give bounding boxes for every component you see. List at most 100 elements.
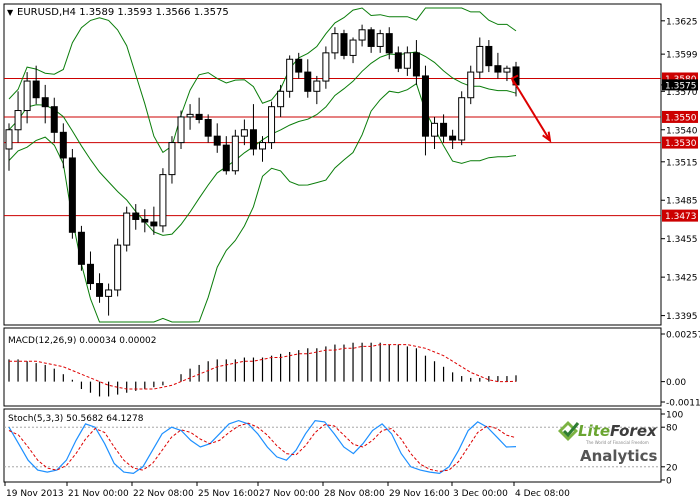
time-tick-label: 28 Nov 08:00 <box>324 489 385 499</box>
level-price-tag-label: 1.3473 <box>665 212 697 222</box>
candle-bear <box>77 231 85 265</box>
forecast-arrow <box>510 74 552 143</box>
candle-bull <box>358 29 366 41</box>
time-tick-label: 27 Nov 00:00 <box>259 489 320 499</box>
candle-bull <box>123 212 131 246</box>
candle-bear <box>295 58 303 73</box>
forecast-arrow-head <box>542 131 552 143</box>
candle-bull <box>159 174 167 227</box>
candle-bull <box>286 58 294 92</box>
price-tick-label: 1.3599 <box>666 51 698 61</box>
price-tick-label: 1.3425 <box>666 274 698 284</box>
candle-bear <box>32 80 40 99</box>
axis-layer: 1.3625 1.3599 1.35751.3570 1.3540 1.3515 1.34… <box>4 17 700 499</box>
candle-bear <box>213 135 221 146</box>
price-tick-label: 1.3395 <box>666 312 698 322</box>
candle-bull <box>376 33 384 47</box>
stoch-tick-label: 80 <box>666 424 678 434</box>
candle-bear <box>204 119 212 137</box>
time-tick-label: 3 Dec 00:00 <box>453 489 508 499</box>
candles-layer <box>5 24 520 316</box>
time-tick-label: 25 Nov 16:00 <box>198 489 259 499</box>
candle-bull <box>105 289 113 297</box>
candle-bear <box>412 52 420 77</box>
candle-bull <box>476 45 484 73</box>
stoch-tick-label: 0 <box>666 477 672 487</box>
symbol-header: EURUSD,H4 1.3589 1.3593 1.3566 1.3575 <box>17 7 229 18</box>
candle-bear <box>440 122 448 137</box>
candle-bear <box>222 144 230 172</box>
candle-bear <box>132 212 140 220</box>
candle-bear <box>150 221 158 227</box>
price-tick-label: 1.3570 <box>666 88 698 98</box>
bollinger-upper <box>8 7 517 154</box>
time-tick-label: 19 Nov 2013 <box>6 489 64 499</box>
brand-tagline: The World of Financial Freedom <box>586 440 649 445</box>
brand-name-lite: Lite <box>578 422 611 440</box>
candle-bear <box>86 263 94 285</box>
stoch-tick-label: 20 <box>666 463 678 473</box>
candle-bull <box>177 116 185 144</box>
header-marker[interactable]: ▼ <box>7 8 14 17</box>
time-tick-label: 29 Nov 16:00 <box>389 489 450 499</box>
macd-label: MACD(12,26,9) 0.00034 0.00002 <box>8 336 157 346</box>
candle-bear <box>249 129 257 150</box>
candle-bull <box>349 39 357 56</box>
candle-bear <box>367 29 375 47</box>
candle-bear <box>485 45 493 67</box>
level-price-tag <box>662 110 698 123</box>
candle-bull <box>231 135 239 172</box>
candle-bull <box>268 106 276 144</box>
candle-bull <box>503 67 511 73</box>
price-tick-label: 1.3540 <box>666 126 698 136</box>
candle-bull <box>431 122 439 137</box>
candle-bull <box>467 71 475 99</box>
candle-bull <box>458 97 466 141</box>
price-tick-label: 1.3625 <box>666 17 698 27</box>
candle-bear <box>421 75 429 137</box>
brand-analytics: Analytics <box>580 447 658 465</box>
brand-name: LiteForex <box>578 422 657 440</box>
time-tick-label: 4 Dec 08:00 <box>515 489 570 499</box>
candle-bull <box>403 52 411 69</box>
candle-bear <box>59 131 67 159</box>
candle-bull <box>240 129 248 137</box>
current-price-tag <box>662 79 698 91</box>
level-price-tag-label: 1.3530 <box>665 139 697 149</box>
candle-bear <box>96 283 104 297</box>
candle-bull <box>322 52 330 82</box>
brand-diamond-icon <box>558 421 580 441</box>
price-tick-label: 1.3515 <box>666 158 698 168</box>
level-price-tag-label: 1.3550 <box>665 113 697 123</box>
macd-layer <box>8 342 517 397</box>
macd-tick-label: 0.00 <box>666 378 686 388</box>
stoch-pane-frame <box>3 408 662 483</box>
candle-bull <box>23 80 31 112</box>
candle-bear <box>41 97 49 108</box>
brand-name-forex: Forex <box>610 422 657 440</box>
candle-bear <box>449 135 457 141</box>
stoch-tick-label: 100 <box>666 411 683 421</box>
macd-tick-label: 0.00257 <box>666 331 700 341</box>
candle-bear <box>50 106 58 133</box>
forecast-arrow-tail <box>510 74 519 85</box>
time-tick-label: 21 Nov 00:00 <box>68 489 129 499</box>
forecast-arrow-line <box>511 77 551 142</box>
candle-bull <box>259 142 266 150</box>
candle-bull <box>114 244 122 291</box>
candle-bull <box>5 129 13 150</box>
candle-bull <box>313 80 321 92</box>
candle-bear <box>68 157 76 233</box>
candle-bear <box>394 52 402 69</box>
level-price-tag <box>662 209 698 222</box>
price-tick-label: 1.3455 <box>666 235 698 245</box>
stoch-main-line <box>8 419 517 475</box>
time-tick-label: 22 Nov 08:00 <box>133 489 194 499</box>
candle-bull <box>14 110 22 131</box>
levels-layer <box>4 77 661 217</box>
stoch-label: Stoch(5,3,3) 50.5682 64.1278 <box>8 414 144 424</box>
candle-bull <box>168 142 176 176</box>
macd-tick-label: -0.0011 <box>666 399 700 409</box>
